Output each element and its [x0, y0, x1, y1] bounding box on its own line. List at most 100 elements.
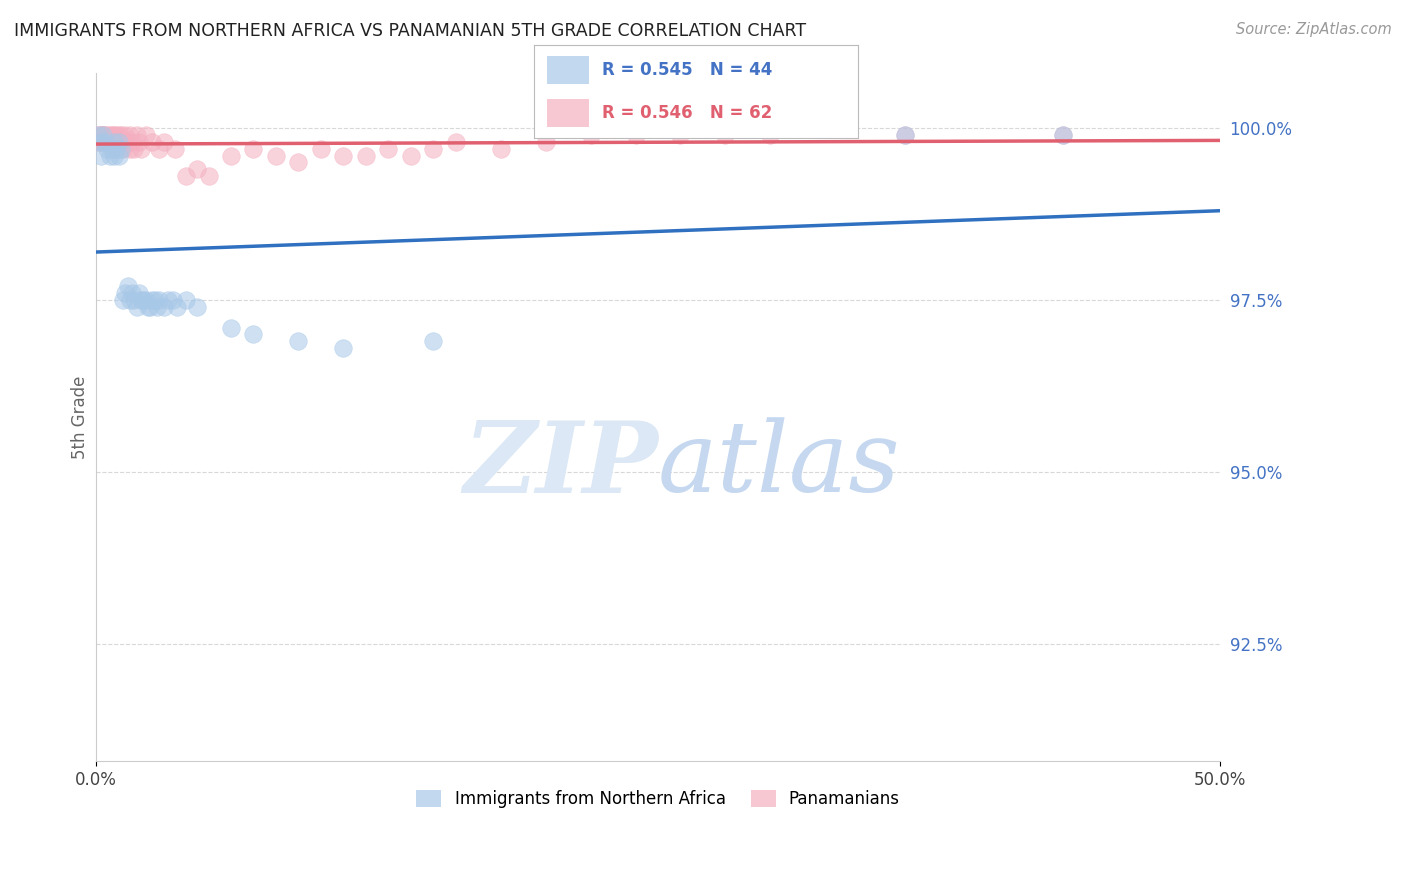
Point [489, 142, 512, 156]
Point [141, 293, 163, 307]
Point [90, 148, 112, 162]
Point [669, 128, 692, 142]
Point [332, 148, 354, 162]
Point [118, 142, 141, 156]
Point [219, 320, 242, 334]
Point [129, 142, 152, 156]
Point [91, 128, 114, 142]
Point [125, 300, 148, 314]
Point [98, 148, 121, 162]
Point [98, 128, 121, 142]
Point [125, 128, 148, 142]
Point [894, 128, 917, 142]
Point [148, 142, 170, 156]
Text: R = 0.546   N = 62: R = 0.546 N = 62 [602, 104, 772, 122]
Point [112, 293, 135, 307]
Point [157, 293, 180, 307]
Text: Source: ZipAtlas.com: Source: ZipAtlas.com [1236, 22, 1392, 37]
Point [118, 128, 141, 142]
Point [91, 128, 114, 142]
Point [714, 128, 737, 142]
Point [309, 142, 332, 156]
Point [103, 148, 125, 162]
Point [354, 148, 377, 162]
Point [624, 128, 647, 142]
Point [101, 128, 124, 142]
Point [894, 128, 917, 142]
Point [114, 286, 136, 301]
Point [96, 128, 118, 142]
Text: IMMIGRANTS FROM NORTHERN AFRICA VS PANAMANIAN 5TH GRADE CORRELATION CHART: IMMIGRANTS FROM NORTHERN AFRICA VS PANAM… [14, 22, 806, 40]
Point [139, 300, 162, 314]
Point [94, 128, 117, 142]
Point [124, 293, 146, 307]
Point [87, 135, 110, 149]
Point [136, 300, 159, 314]
Point [94, 135, 117, 149]
Point [174, 169, 197, 184]
Point [174, 293, 197, 307]
Point [377, 142, 399, 156]
Point [264, 148, 287, 162]
Point [129, 293, 152, 307]
Point [152, 135, 174, 149]
Point [534, 135, 557, 149]
Point [87, 128, 110, 142]
Point [759, 128, 782, 142]
Point [101, 142, 124, 156]
Point [107, 135, 129, 149]
Point [90, 135, 112, 149]
Point [91, 135, 114, 149]
Point [242, 142, 264, 156]
Point [197, 169, 219, 184]
Point [124, 142, 146, 156]
Text: ZIP: ZIP [463, 417, 658, 514]
Point [128, 286, 150, 301]
Point [105, 128, 128, 142]
Point [87, 128, 110, 142]
Point [117, 135, 139, 149]
Point [287, 334, 309, 349]
Point [146, 300, 169, 314]
Point [163, 142, 186, 156]
Point [118, 293, 141, 307]
Point [112, 135, 135, 149]
Point [107, 128, 129, 142]
Point [114, 128, 136, 142]
Point [110, 142, 132, 156]
Point [121, 135, 143, 149]
Point [1052, 128, 1074, 142]
Point [107, 148, 129, 162]
Point [112, 142, 135, 156]
Point [422, 334, 444, 349]
Bar [547, 56, 589, 84]
Point [103, 135, 125, 149]
Point [103, 135, 125, 149]
Point [148, 293, 170, 307]
Point [287, 155, 309, 169]
Point [132, 293, 155, 307]
Point [90, 135, 112, 149]
Point [135, 293, 157, 307]
Point [444, 135, 467, 149]
Point [96, 142, 118, 156]
Point [90, 128, 112, 142]
Point [117, 279, 139, 293]
Point [143, 293, 166, 307]
Text: atlas: atlas [658, 417, 901, 513]
Point [121, 286, 143, 301]
Point [141, 135, 163, 149]
Point [110, 128, 132, 142]
Point [107, 135, 129, 149]
Point [128, 135, 150, 149]
Point [332, 341, 354, 355]
Point [91, 128, 114, 142]
Point [96, 135, 118, 149]
Point [105, 142, 128, 156]
Point [135, 128, 157, 142]
Point [186, 300, 208, 314]
Bar [547, 99, 589, 127]
Point [94, 135, 117, 149]
Point [1052, 128, 1074, 142]
Y-axis label: 5th Grade: 5th Grade [72, 376, 89, 458]
